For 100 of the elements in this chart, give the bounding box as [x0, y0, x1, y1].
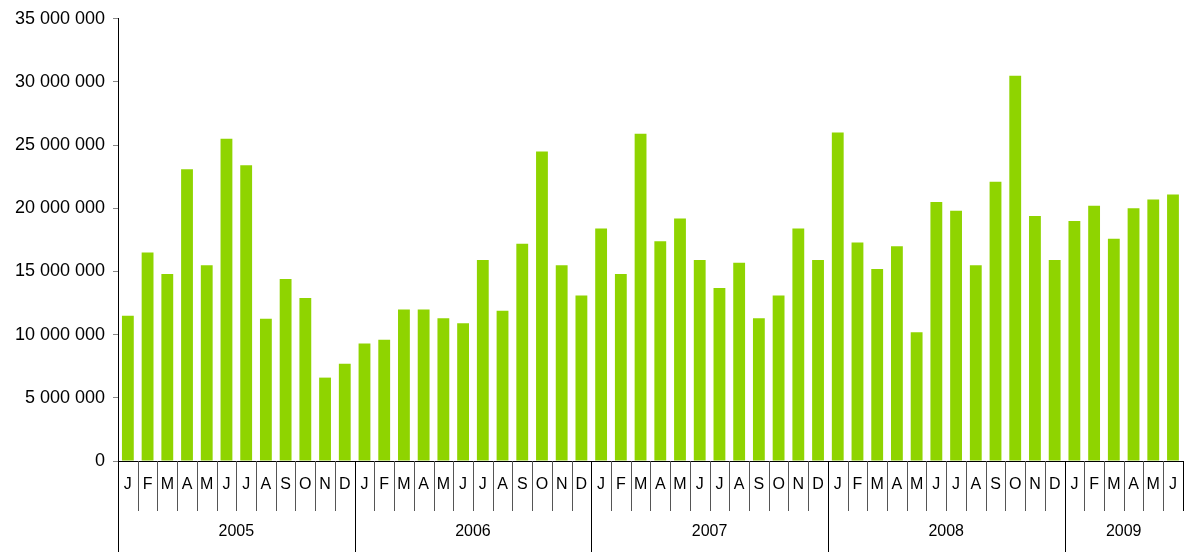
bar — [871, 268, 884, 461]
bar — [614, 274, 627, 461]
x-tick-label: M — [870, 475, 884, 493]
text: 2007 — [691, 522, 728, 540]
x-tick-label: D — [1048, 475, 1061, 493]
bar — [496, 310, 509, 461]
bar — [634, 133, 647, 461]
bar — [1009, 75, 1022, 461]
bar — [516, 243, 529, 461]
x-tick-label: J — [695, 475, 704, 493]
x-tick-label: M — [909, 475, 924, 493]
x-tick-label: J — [597, 475, 606, 493]
x-tick-label: M — [397, 475, 411, 493]
bar — [121, 315, 134, 461]
bar — [299, 298, 312, 461]
x-tick-label: A — [654, 475, 666, 493]
x-tick-label: J — [123, 475, 132, 493]
bar — [437, 318, 450, 461]
bar — [772, 295, 785, 461]
bar — [279, 279, 292, 461]
x-tick-label: S — [753, 475, 765, 493]
bar — [319, 377, 331, 461]
y-tick-label: 15 000 000 — [14, 260, 105, 281]
bar — [812, 260, 824, 461]
x-tick-label: J — [833, 475, 842, 493]
y-tick-label: 10 000 000 — [14, 323, 105, 344]
y-tick-label: 35 000 000 — [14, 7, 105, 28]
bar — [555, 265, 568, 461]
x-tick-label: M — [436, 475, 451, 493]
x-tick-label: F — [142, 475, 153, 493]
x-tick-label: M — [1107, 475, 1121, 493]
bar — [950, 210, 962, 461]
bar — [989, 181, 1002, 461]
bar — [161, 274, 174, 461]
bar — [654, 241, 667, 461]
bar — [851, 242, 864, 461]
text: 2006 — [455, 522, 491, 540]
x-tick-label: D — [338, 475, 351, 493]
bar — [1127, 208, 1140, 461]
bar — [575, 295, 588, 461]
bar — [1068, 220, 1081, 461]
x-tick-label: A — [733, 475, 745, 493]
x-tick-label: N — [555, 475, 568, 493]
bar — [674, 218, 686, 461]
y-tick-label: 20 000 000 — [14, 197, 105, 218]
bar — [181, 169, 193, 461]
bar — [338, 363, 351, 461]
x-tick-label: J — [1070, 475, 1079, 493]
x-tick-label: J — [459, 475, 468, 493]
bar — [930, 202, 943, 461]
text: 2009 — [1105, 522, 1142, 540]
x-tick-label: F — [379, 475, 390, 493]
y-tick-label: 30 000 000 — [14, 70, 105, 91]
x-tick-label: A — [891, 475, 903, 493]
bar — [1048, 260, 1061, 461]
x-tick-label: A — [260, 475, 272, 493]
bar — [713, 287, 726, 461]
x-tick-label: A — [418, 475, 430, 493]
x-tick-label: O — [1009, 475, 1022, 493]
bar — [1029, 215, 1041, 461]
x-tick-label: J — [1168, 475, 1177, 493]
x-tick-label: M — [633, 475, 648, 493]
bar — [1107, 238, 1120, 461]
bar — [378, 339, 391, 461]
bar — [536, 151, 548, 461]
x-tick-label: J — [360, 475, 369, 493]
x-tick-label: N — [319, 475, 331, 493]
bar — [398, 309, 410, 461]
bar — [969, 265, 982, 461]
y-tick-label: 5 000 000 — [24, 386, 105, 407]
x-tick-label: S — [990, 475, 1001, 493]
x-tick-label: M — [1146, 475, 1160, 493]
x-tick-label: J — [242, 475, 251, 493]
text: 2008 — [928, 522, 965, 540]
x-tick-label: A — [497, 475, 509, 493]
y-tick-label: 0 — [94, 449, 105, 470]
bar — [457, 323, 469, 461]
x-tick-label: O — [772, 475, 785, 493]
bar — [910, 332, 923, 461]
text: 2005 — [218, 522, 255, 540]
bar — [1147, 199, 1160, 461]
x-tick-label: N — [1029, 475, 1041, 493]
x-tick-label: O — [535, 475, 549, 493]
bar — [200, 265, 213, 461]
x-tick-label: S — [280, 475, 291, 493]
x-tick-label: N — [792, 475, 805, 493]
bar — [733, 262, 746, 461]
x-tick-label: O — [299, 475, 312, 493]
bar — [417, 309, 430, 461]
bar — [1167, 194, 1179, 461]
bar — [358, 343, 371, 461]
bar — [220, 138, 233, 461]
x-tick-label: M — [673, 475, 687, 493]
bar — [752, 318, 765, 461]
x-tick-label: S — [516, 475, 528, 493]
x-tick-label: D — [812, 475, 824, 493]
bar — [476, 260, 489, 461]
x-tick-label: D — [575, 475, 588, 493]
x-tick-label: F — [615, 475, 626, 493]
x-tick-label: J — [715, 475, 724, 493]
